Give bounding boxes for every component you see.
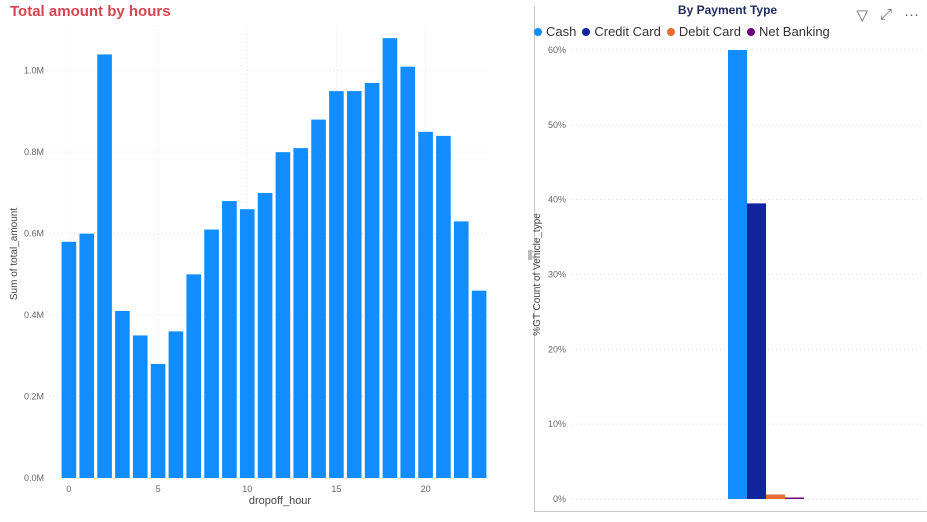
visual-toolbar: ▽ ⤢ ··· — [856, 6, 919, 24]
legend-item-cash[interactable]: Cash — [534, 24, 576, 39]
y-tick-label: 0.8M — [24, 147, 44, 157]
chart-legend: Cash Credit Card Debit Card Net Banking — [534, 24, 830, 39]
y-tick-label: 0.4M — [24, 310, 44, 320]
y-tick-label: 0.2M — [24, 392, 44, 402]
bar-hour-19 — [400, 66, 416, 479]
y-tick-label: 40% — [548, 195, 566, 205]
bar-hour-22 — [453, 221, 469, 478]
left-chart-title: Total amount by hours — [10, 3, 171, 20]
x-axis-title: dropoff_hour — [249, 495, 312, 507]
bar-hour-12 — [275, 152, 291, 478]
bar-hour-3 — [115, 311, 130, 478]
legend-label: Cash — [546, 24, 577, 39]
legend-item-debit-card[interactable]: Debit Card — [666, 24, 741, 39]
bar-hour-20 — [418, 131, 433, 478]
bar-hour-11 — [257, 192, 273, 478]
legend-label: Debit Card — [678, 24, 741, 39]
x-tick-label: 10 — [242, 484, 252, 494]
right-chart-title: By Payment Type — [677, 3, 778, 17]
x-tick-label: 5 — [156, 484, 161, 494]
y-tick-label: 10% — [548, 419, 566, 429]
y-axis-title: %GT Count of Vehicle_type — [532, 213, 543, 336]
legend-marker — [746, 27, 755, 36]
bar-cash — [728, 50, 747, 499]
visual-frame — [534, 6, 927, 512]
focus-mode-icon[interactable]: ⤢ — [879, 6, 892, 23]
right-chart-panel: By Payment Type ▽ ⤢ ··· Cash Credit Card D… — [528, 0, 927, 522]
left-chart-panel: Total amount by hours 0.0M 0.2M 0.4M 0.6M 0.… — [9, 3, 490, 507]
bar-hour-7 — [186, 274, 202, 478]
bar-hour-21 — [436, 135, 451, 478]
bar-hour-16 — [346, 91, 362, 478]
y-axis-title: Sum of total_amount — [9, 208, 20, 300]
legend-marker — [582, 27, 591, 36]
bar-hour-15 — [329, 91, 344, 478]
bar-hour-17 — [364, 82, 380, 478]
y-tick-label: 20% — [548, 344, 566, 354]
y-tick-label: 50% — [548, 120, 566, 130]
bar-hour-10 — [239, 209, 255, 478]
legend-marker — [666, 27, 675, 36]
right-bar-chart: 0% 10% 20% 30% 40% 50% 60% %GT Count of Vehicle… — [532, 45, 924, 504]
legend-marker — [534, 27, 542, 36]
bar-hour-2 — [97, 54, 112, 478]
y-tick-label: 0% — [553, 494, 566, 504]
resize-handle[interactable] — [528, 250, 532, 260]
bar-hour-0 — [61, 241, 77, 478]
left-bar-chart: 0.0M 0.2M 0.4M 0.6M 0.8M 1.0M 0 5 10 15 20 dropoff_… — [9, 30, 490, 507]
filter-icon[interactable]: ▽ — [856, 7, 868, 24]
bar-hour-14 — [311, 119, 326, 478]
bar-hour-23 — [471, 290, 487, 478]
bar-hour-13 — [293, 148, 309, 479]
y-tick-label: 0.6M — [24, 229, 44, 239]
bar-hour-8 — [204, 229, 219, 478]
bar-hour-5 — [150, 363, 166, 478]
legend-item-net-banking[interactable]: Net Banking — [746, 24, 830, 39]
y-tick-label: 0.0M — [24, 473, 44, 483]
bar-hour-1 — [79, 233, 95, 478]
x-tick-label: 0 — [66, 484, 71, 494]
bar-debit-card — [766, 494, 785, 499]
bar-credit-card — [747, 203, 766, 500]
y-tick-label: 60% — [548, 45, 566, 55]
bar-hour-6 — [168, 331, 184, 478]
bar-hour-9 — [222, 201, 237, 478]
x-tick-label: 15 — [331, 484, 341, 494]
bar-net-banking — [785, 497, 804, 499]
x-tick-label: 20 — [421, 484, 431, 494]
legend-item-credit-card[interactable]: Credit Card — [582, 24, 661, 39]
bar-hour-18 — [382, 38, 398, 479]
more-options-icon[interactable]: ··· — [904, 6, 919, 23]
legend-label: Credit Card — [594, 24, 661, 39]
y-tick-label: 30% — [548, 270, 566, 280]
y-tick-label: 1.0M — [24, 66, 44, 76]
bar-hour-4 — [132, 335, 148, 478]
legend-label: Net Banking — [758, 24, 830, 39]
